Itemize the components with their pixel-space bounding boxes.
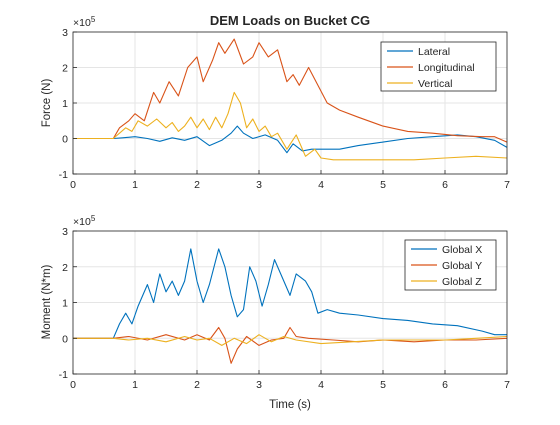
moment-x-tick-label: 0 [70, 379, 76, 391]
moment-y-tick-label: 3 [62, 226, 68, 238]
moment-x-tick-label: 7 [504, 379, 510, 391]
moment-series-group [73, 248, 508, 364]
moment-x-tick-label: 4 [318, 379, 324, 391]
moment-legend-label: Global Z [442, 276, 482, 288]
moment-x-tick-label: 3 [256, 379, 262, 391]
moment-x-tick-label: 2 [194, 379, 200, 391]
force-legend-label: Vertical [418, 78, 452, 90]
moment-y-tick-label: 1 [62, 298, 68, 310]
force-chart-title: DEM Loads on Bucket CG [210, 13, 370, 28]
moment-x-axis-label: Time (s) [269, 399, 311, 411]
force-y-tick-label: -1 [59, 169, 68, 181]
moment-y-tick-label: 0 [62, 333, 68, 345]
force-x-tick-label: 4 [318, 179, 324, 191]
force-x-tick-label: 2 [194, 179, 200, 191]
moment-series-global-x [73, 248, 507, 339]
moment-legend: Global X Global Y Global Z [404, 239, 497, 291]
force-series-longitudinal [73, 38, 508, 143]
force-y-tick-label: 1 [62, 98, 68, 110]
force-series-lateral [73, 125, 508, 154]
force-y-tick-label: 2 [62, 63, 68, 75]
force-series-vertical [73, 91, 508, 161]
force-y-axis-label: Force (N) [41, 79, 53, 128]
moment-legend-label: Global Y [442, 260, 482, 272]
moment-x-tick-label: 6 [442, 379, 448, 391]
moment-series-global-z [73, 334, 508, 346]
moment-exponent-label: ×105 [73, 214, 96, 228]
force-x-tick-label: 1 [132, 179, 138, 191]
force-x-tick-label: 0 [70, 179, 76, 191]
force-legend-label: Lateral [418, 46, 450, 58]
moment-y-tick-label: 2 [62, 262, 68, 274]
moment-legend-label: Global X [442, 244, 482, 256]
force-y-tick-label: 3 [62, 27, 68, 39]
moment-x-tick-label: 5 [380, 379, 386, 391]
force-y-tick-label: 0 [62, 134, 68, 146]
force-x-tick-label: 7 [504, 179, 510, 191]
force-exponent-label: ×105 [73, 15, 96, 29]
moment-y-axis-label: Moment (N*m) [41, 264, 53, 339]
force-legend: Lateral Longitudinal Vertical [380, 41, 497, 92]
moment-x-tick-label: 1 [132, 379, 138, 391]
force-x-tick-label: 5 [380, 179, 386, 191]
moment-y-tick-label: -1 [59, 369, 68, 381]
force-x-tick-label: 3 [256, 179, 262, 191]
force-legend-label: Longitudinal [418, 62, 475, 74]
force-x-tick-label: 6 [442, 179, 448, 191]
force-series-group [73, 38, 508, 161]
